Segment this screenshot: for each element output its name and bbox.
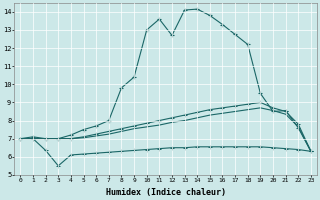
X-axis label: Humidex (Indice chaleur): Humidex (Indice chaleur)	[106, 188, 226, 197]
